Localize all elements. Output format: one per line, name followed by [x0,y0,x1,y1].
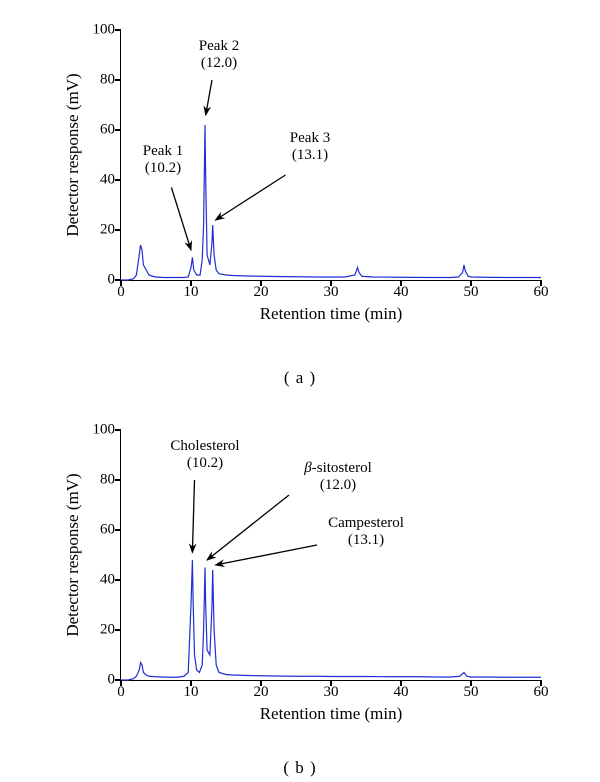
x-tick-label: 10 [184,280,199,301]
peak-annotation: Peak 2(12.0) [199,38,239,73]
x-tick-label: 30 [324,680,339,701]
y-tick-label: 60 [100,122,121,139]
x-tick-label: 50 [464,680,479,701]
chart-panel-a: Detector response (mV) Retention time (m… [60,30,550,281]
y-tick-label: 80 [100,472,121,489]
y-tick-label: 80 [100,72,121,89]
peak-annotation: Campesterol(13.1) [328,515,404,550]
y-tick-label: 20 [100,622,121,639]
y-tick-label: 40 [100,572,121,589]
x-tick-label: 20 [254,280,269,301]
x-axis-label-b: Retention time (min) [260,704,403,724]
x-tick-label: 10 [184,680,199,701]
peak-annotation: Peak 1(10.2) [143,143,183,178]
caption-b: ( b ) [283,758,316,778]
plot-area-b: Detector response (mV) Retention time (m… [120,430,541,681]
annotation-arrow [192,480,194,553]
x-tick-label: 40 [394,280,409,301]
caption-a: ( a ) [284,368,316,388]
y-tick-label: 100 [93,22,122,39]
x-tick-label: 50 [464,280,479,301]
x-tick-label: 30 [324,280,339,301]
x-tick-label: 60 [534,680,549,701]
peak-annotation: Peak 3(13.1) [290,130,330,165]
y-tick-label: 40 [100,172,121,189]
annotation-arrow [171,188,191,251]
x-tick-label: 60 [534,280,549,301]
annotations-a [121,30,541,280]
y-tick-label: 60 [100,522,121,539]
x-tick-label: 0 [117,680,125,701]
peak-annotation: β-sitosterol(12.0) [304,460,371,495]
peak-annotation: Cholesterol(10.2) [170,438,239,473]
chart-panel-b: Detector response (mV) Retention time (m… [60,430,550,681]
annotation-arrow [207,495,289,560]
page: Detector response (mV) Retention time (m… [0,0,600,782]
x-tick-label: 0 [117,280,125,301]
x-axis-label-a: Retention time (min) [260,304,403,324]
x-tick-label: 20 [254,680,269,701]
y-tick-label: 20 [100,222,121,239]
y-tick-label: 100 [93,422,122,439]
y-axis-label-b: Detector response (mV) [63,473,83,636]
y-axis-label-a: Detector response (mV) [63,73,83,236]
plot-area-a: Detector response (mV) Retention time (m… [120,30,541,281]
x-tick-label: 40 [394,680,409,701]
annotation-arrow [216,545,318,565]
annotation-arrow [206,80,212,115]
annotation-arrow [216,175,286,220]
